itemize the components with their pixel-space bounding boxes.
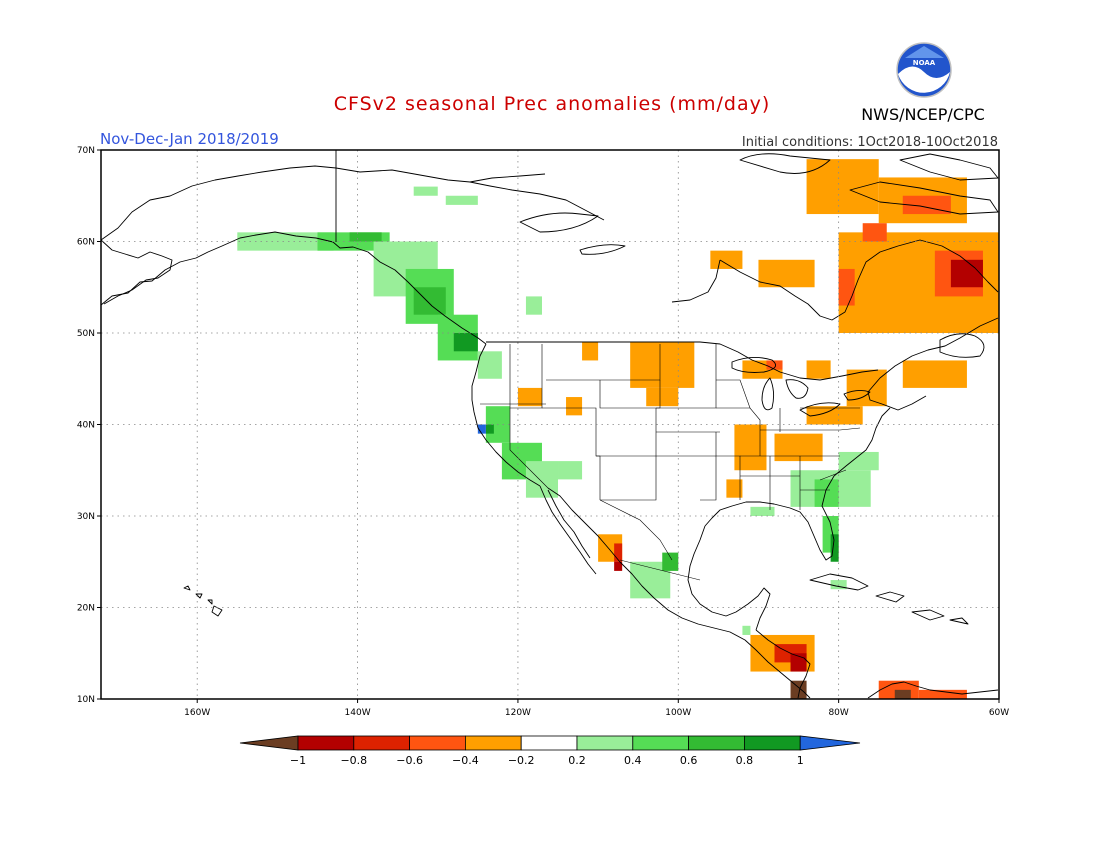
- anomaly-patch: [349, 232, 382, 242]
- colorbar-label: −1: [290, 754, 306, 767]
- latitude-tick-label: 10N: [77, 695, 95, 705]
- anomaly-patch: [646, 387, 679, 407]
- colorbar-bin: [409, 735, 466, 751]
- anomaly-patch: [774, 433, 823, 462]
- latitude-tick-label: 40N: [77, 421, 95, 431]
- longitude-tick-label: 160W: [184, 708, 210, 718]
- latitude-tick-label: 20N: [77, 604, 95, 614]
- anomaly-layer: [237, 159, 999, 699]
- colorbar-label: −0.6: [396, 754, 423, 767]
- colorbar-label: 1: [797, 754, 804, 767]
- anomaly-patch: [846, 369, 887, 407]
- anomaly-patch: [918, 689, 967, 699]
- longitude-tick-labels: 160W 140W 120W 100W 80W 60W: [184, 699, 1009, 718]
- colorbar-label: 0.4: [624, 754, 642, 767]
- longitude-tick-label: 100W: [665, 708, 691, 718]
- anomaly-patch: [582, 342, 599, 361]
- colorbar-bin: [520, 735, 578, 751]
- anomaly-patch: [758, 259, 815, 288]
- longitude-tick-label: 120W: [505, 708, 531, 718]
- colorbar-label: −0.4: [452, 754, 479, 767]
- anomaly-patch: [662, 552, 679, 571]
- anomaly-patch: [413, 186, 438, 196]
- noaa-logo-text: NOAA: [913, 59, 936, 67]
- anomaly-patch: [710, 250, 743, 269]
- latitude-tick-label: 70N: [77, 146, 95, 156]
- anomaly-patch: [750, 506, 775, 516]
- latitude-tick-label: 30N: [77, 512, 95, 522]
- colorbar-label: −0.8: [340, 754, 367, 767]
- anomaly-patch: [838, 268, 855, 306]
- map-area: 160W 140W 120W 100W 80W 60W 10N 20N 30N 40N 50N 60…: [77, 146, 1009, 718]
- anomaly-patch: [614, 543, 623, 562]
- anomaly-patch: [790, 680, 807, 699]
- anomaly-patch: [485, 424, 494, 434]
- latitude-tick-label: 50N: [77, 329, 95, 339]
- colorbar-label: 0.6: [680, 754, 698, 767]
- longitude-tick-label: 140W: [345, 708, 371, 718]
- anomaly-patch: [445, 195, 478, 205]
- anomaly-patch: [742, 625, 751, 635]
- anomaly-patch: [614, 561, 623, 571]
- anomaly-patch: [806, 406, 863, 425]
- anomaly-patch: [814, 479, 839, 507]
- colorbar-bin: [576, 735, 634, 751]
- colorbar: −1 −0.8 −0.6 −0.4 −0.2 0.2 0.4 0.6 0.8 1: [239, 735, 861, 767]
- anomaly-patch: [413, 287, 446, 315]
- colorbar-bin: [688, 735, 745, 751]
- coastline-layer: [100, 150, 999, 699]
- season-label: Nov-Dec-Jan 2018/2019: [100, 130, 279, 148]
- chart-title: CFSv2 seasonal Prec anomalies (mm/day): [334, 93, 771, 115]
- latitude-tick-labels: 10N 20N 30N 40N 50N 60N 70N: [77, 146, 101, 705]
- anomaly-patch: [630, 342, 695, 388]
- anomaly-patch: [806, 159, 879, 215]
- anomaly-patch: [477, 424, 486, 434]
- anomaly-patch: [558, 461, 583, 480]
- anomaly-patch: [566, 397, 583, 416]
- colorbar-label: 0.8: [736, 754, 754, 767]
- anomaly-patch: [950, 259, 983, 288]
- anomaly-patch: [517, 387, 542, 407]
- anomaly-patch: [477, 351, 502, 379]
- colorbar-high-arrow: [799, 735, 861, 751]
- colorbar-bin: [297, 735, 355, 751]
- colorbar-bin: [353, 735, 410, 751]
- longitude-tick-label: 60W: [989, 708, 1009, 718]
- anomaly-patch: [894, 689, 911, 699]
- anomaly-patch: [726, 479, 743, 498]
- agency-label: NWS/NCEP/CPC: [861, 105, 985, 124]
- anomaly-patch: [806, 360, 831, 379]
- anomaly-patch: [734, 424, 767, 471]
- colorbar-bin: [632, 735, 689, 751]
- noaa-logo: NOAA: [896, 42, 952, 98]
- initial-conditions-label: Initial conditions: 1Oct2018-10Oct2018: [742, 135, 998, 150]
- anomaly-patch: [766, 360, 783, 370]
- colorbar-bin: [464, 735, 522, 751]
- anomaly-patch: [838, 451, 879, 471]
- colorbar-label: 0.2: [568, 754, 586, 767]
- anomaly-patch: [525, 296, 542, 315]
- longitude-tick-label: 80W: [828, 708, 848, 718]
- anomaly-patch: [453, 333, 478, 352]
- colorbar-low-arrow: [239, 735, 299, 751]
- anomaly-patch: [830, 534, 839, 562]
- colorbar-label: −0.2: [508, 754, 535, 767]
- anomaly-patch: [862, 223, 887, 242]
- anomaly-patch: [902, 360, 967, 388]
- colorbar-bin: [744, 735, 801, 751]
- anomaly-patch: [525, 461, 559, 498]
- state-borders-layer: [480, 344, 861, 581]
- latitude-tick-label: 60N: [77, 238, 95, 248]
